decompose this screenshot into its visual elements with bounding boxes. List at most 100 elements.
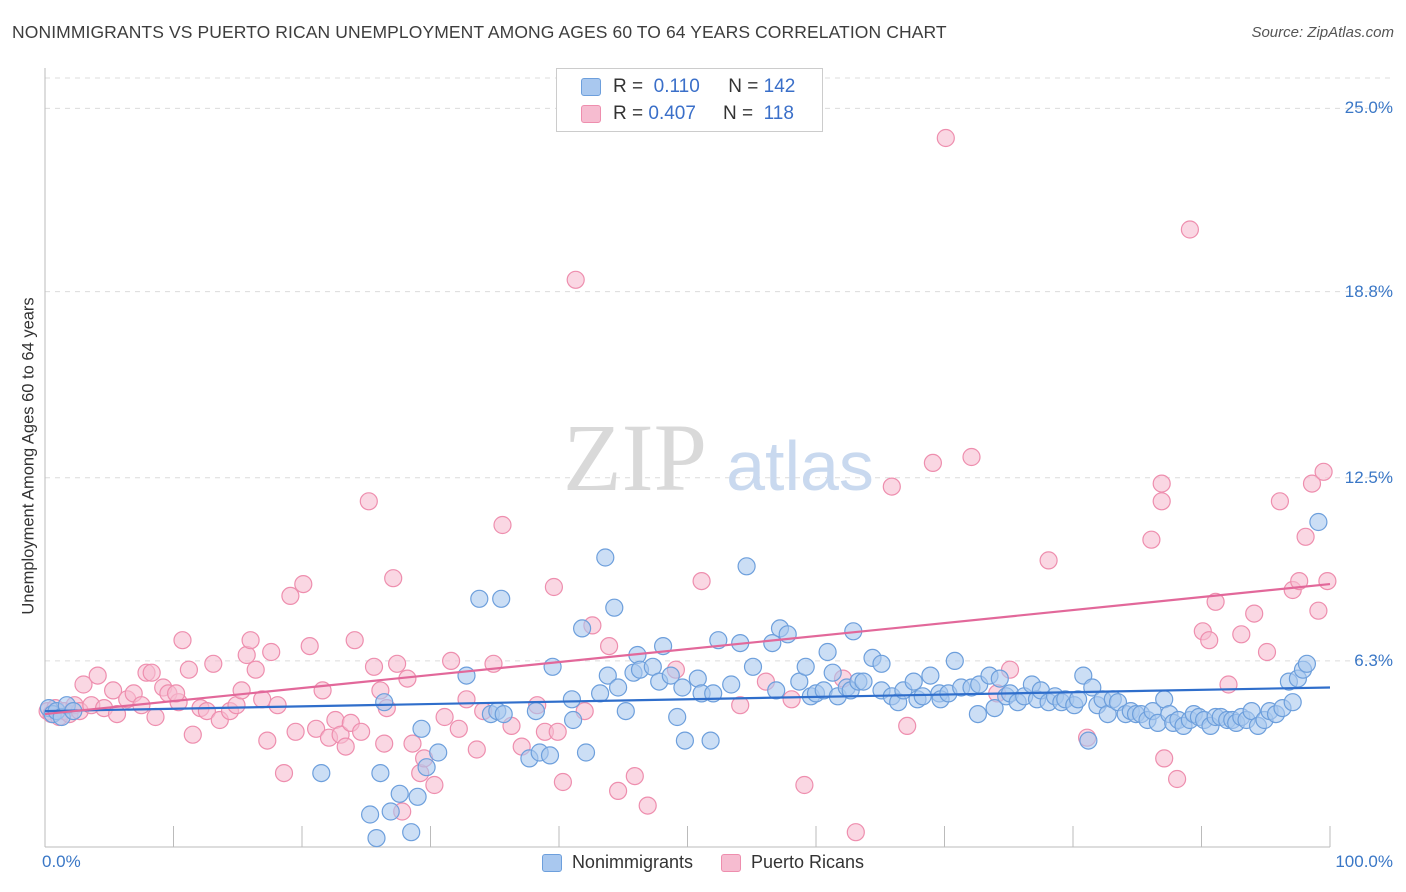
- puerto-ricans-point: [898, 716, 917, 736]
- nonimmigrants-point: [371, 763, 390, 783]
- legend-label: Nonimmigrants: [571, 852, 693, 872]
- puerto-ricans-point: [449, 719, 468, 738]
- nonimmigrants-point: [596, 548, 615, 567]
- nonimmigrants-point: [598, 666, 617, 685]
- nonimmigrants-point: [1068, 690, 1088, 709]
- puerto-ricans-point: [258, 731, 277, 750]
- nonimmigrants-point: [562, 690, 582, 709]
- n-label: N =: [728, 76, 759, 97]
- nonimmigrants-point: [540, 746, 560, 765]
- puerto-ricans-point: [103, 681, 123, 700]
- nonimmigrants-point: [767, 681, 786, 700]
- puerto-ricans-point: [88, 666, 107, 685]
- nonimmigrants-point: [526, 701, 546, 721]
- nonimmigrants-point: [661, 666, 680, 685]
- puerto-ricans-point: [74, 675, 93, 694]
- stats-row-puerto-ricans: R = 0.407 N = 118: [581, 101, 794, 127]
- nonimmigrants-trend-line: [44, 686, 1331, 713]
- nonimmigrants-point: [312, 763, 331, 783]
- puerto-ricans-point: [548, 722, 567, 741]
- puerto-ricans-point: [425, 775, 444, 795]
- nonimmigrants-point: [823, 663, 842, 682]
- nonimmigrants-point: [668, 707, 687, 727]
- puerto-ricans-point: [1302, 474, 1322, 493]
- nonimmigrants-point: [457, 666, 476, 685]
- nonimmigrants-point: [722, 675, 741, 694]
- puerto-ricans-point: [1290, 571, 1309, 591]
- puerto-ricans-swatch: [581, 105, 601, 123]
- legend: Nonimmigrants Puerto Ricans: [0, 852, 1406, 873]
- puerto-ricans-point: [1257, 642, 1277, 662]
- puerto-ricans-point: [307, 719, 326, 738]
- puerto-ricans-point: [352, 722, 371, 741]
- nonimmigrants-point: [701, 731, 720, 750]
- nonimmigrants-point: [921, 666, 940, 685]
- nonimmigrants-point: [945, 651, 964, 671]
- puerto-ricans-point: [846, 823, 865, 842]
- puerto-ricans-point: [493, 515, 512, 535]
- watermark-zip: ZIP: [563, 404, 707, 511]
- y-tick-label: 6.3%: [1354, 650, 1393, 670]
- puerto-ricans-point: [146, 707, 165, 727]
- nonimmigrants-point: [616, 701, 635, 721]
- legend-item-puerto-ricans[interactable]: Puerto Ricans: [720, 852, 865, 873]
- puerto-ricans-point: [1270, 492, 1290, 511]
- puerto-ricans-trend-line: [44, 582, 1331, 716]
- puerto-ricans-point: [345, 631, 364, 650]
- puerto-ricans-point: [384, 569, 403, 588]
- nonimmigrants-point: [990, 669, 1009, 688]
- nonimmigrants-point: [375, 693, 394, 712]
- n-label: N =: [722, 103, 754, 124]
- legend-swatch-puerto-ricans: [720, 853, 741, 872]
- nonimmigrants-point: [367, 828, 386, 848]
- stats-box: R = 0.110 N = 142 R = 0.407 N = 118: [556, 68, 823, 132]
- nonimmigrants-point: [1297, 654, 1317, 673]
- puerto-ricans-point: [359, 492, 378, 511]
- r-label: R =: [613, 103, 644, 124]
- puerto-ricans-point: [638, 796, 657, 815]
- nonimmigrants-point: [872, 654, 891, 673]
- y-tick-label: 25.0%: [1344, 98, 1393, 118]
- puerto-ricans-point: [566, 270, 585, 289]
- nonimmigrants-point: [412, 719, 431, 738]
- puerto-ricans-point: [336, 737, 355, 756]
- puerto-ricans-point: [1155, 749, 1174, 768]
- x-tick-max: 100.0%: [1335, 852, 1393, 871]
- legend-swatch-nonimmigrants: [541, 853, 562, 872]
- nonimmigrants-point: [492, 589, 511, 608]
- puerto-ricans-point: [403, 734, 422, 753]
- nonimmigrants-point: [543, 657, 562, 676]
- puerto-ricans-point: [1245, 604, 1264, 623]
- nonimmigrants-point: [572, 619, 592, 638]
- puerto-ricans-point: [173, 631, 192, 650]
- nonimmigrants-point: [402, 823, 421, 842]
- nonimmigrants-point: [688, 669, 707, 688]
- puerto-ricans-point: [1152, 474, 1171, 493]
- trend-lines: [44, 582, 1331, 716]
- puerto-ricans-point: [882, 477, 901, 496]
- nonimmigrants-point: [563, 710, 583, 730]
- nonimmigrants-point: [408, 787, 427, 806]
- puerto-ricans-point: [197, 701, 216, 721]
- watermark-atlas: atlas: [726, 427, 874, 505]
- puerto-ricans-point: [142, 663, 161, 682]
- nonimmigrants-point: [390, 784, 409, 803]
- puerto-ricans-point: [1152, 492, 1171, 511]
- puerto-ricans-point: [388, 654, 407, 673]
- legend-label: Puerto Ricans: [750, 852, 865, 872]
- legend-item-nonimmigrants[interactable]: Nonimmigrants: [541, 852, 693, 873]
- y-tick-label: 12.5%: [1344, 467, 1393, 487]
- puerto-ricans-point: [232, 681, 251, 700]
- puerto-ricans-point: [1180, 220, 1200, 239]
- puerto-ricans-point: [294, 574, 313, 594]
- puerto-ricans-point: [544, 577, 564, 597]
- nonimmigrants-point: [673, 678, 692, 697]
- puerto-ricans-point: [923, 453, 943, 472]
- nonimmigrants-point: [1309, 512, 1328, 532]
- puerto-ricans-point: [936, 128, 955, 148]
- nonimmigrants-point: [605, 598, 624, 617]
- r-value: 0.407: [648, 103, 696, 124]
- puerto-ricans-point: [457, 690, 476, 709]
- puerto-ricans-point: [442, 651, 461, 671]
